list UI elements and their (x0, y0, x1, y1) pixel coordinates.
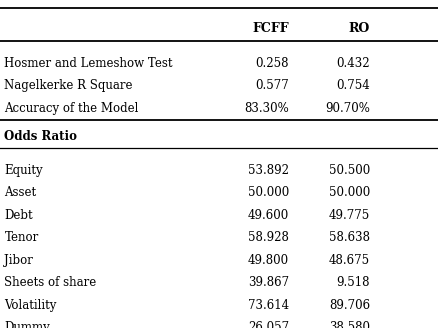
Text: RO: RO (349, 22, 370, 35)
Text: Accuracy of the Model: Accuracy of the Model (4, 102, 139, 115)
Text: Asset: Asset (4, 186, 36, 199)
Text: FCFF: FCFF (252, 22, 289, 35)
Text: 9.518: 9.518 (337, 276, 370, 289)
Text: 49.800: 49.800 (248, 254, 289, 267)
Text: 53.892: 53.892 (248, 164, 289, 177)
Text: 0.432: 0.432 (336, 57, 370, 70)
Text: 50.000: 50.000 (248, 186, 289, 199)
Text: 26.057: 26.057 (248, 321, 289, 328)
Text: Dummy: Dummy (4, 321, 50, 328)
Text: Volatility: Volatility (4, 298, 57, 312)
Text: Equity: Equity (4, 164, 43, 177)
Text: 39.867: 39.867 (248, 276, 289, 289)
Text: 73.614: 73.614 (248, 298, 289, 312)
Text: 58.638: 58.638 (329, 231, 370, 244)
Text: 50.000: 50.000 (329, 186, 370, 199)
Text: 0.754: 0.754 (336, 79, 370, 92)
Text: Odds Ratio: Odds Ratio (4, 130, 78, 143)
Text: Sheets of share: Sheets of share (4, 276, 97, 289)
Text: Debt: Debt (4, 209, 33, 222)
Text: 89.706: 89.706 (329, 298, 370, 312)
Text: 50.500: 50.500 (329, 164, 370, 177)
Text: 38.580: 38.580 (329, 321, 370, 328)
Text: Hosmer and Lemeshow Test: Hosmer and Lemeshow Test (4, 57, 173, 70)
Text: 49.600: 49.600 (248, 209, 289, 222)
Text: 48.675: 48.675 (329, 254, 370, 267)
Text: 49.775: 49.775 (329, 209, 370, 222)
Text: 58.928: 58.928 (248, 231, 289, 244)
Text: Tenor: Tenor (4, 231, 39, 244)
Text: Jibor: Jibor (4, 254, 33, 267)
Text: 0.258: 0.258 (256, 57, 289, 70)
Text: Nagelkerke R Square: Nagelkerke R Square (4, 79, 133, 92)
Text: 0.577: 0.577 (255, 79, 289, 92)
Text: 83.30%: 83.30% (244, 102, 289, 115)
Text: 90.70%: 90.70% (325, 102, 370, 115)
